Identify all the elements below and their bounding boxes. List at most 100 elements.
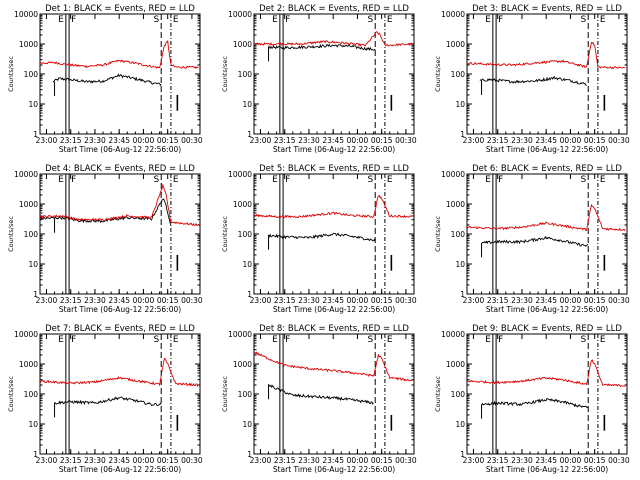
y-tick-label: 100 <box>24 390 39 399</box>
marker-label-e: E <box>485 335 491 345</box>
y-tick-label: 100 <box>451 230 466 239</box>
x-tick-label: 00:00 <box>347 296 369 305</box>
lld-series-line <box>39 357 199 388</box>
y-tick-label: 10 <box>242 260 252 269</box>
marker-label-e: E <box>485 175 491 185</box>
x-tick-label: 23:15 <box>274 456 296 465</box>
x-tick-label: 23:00 <box>36 136 58 145</box>
lld-series-line <box>253 195 413 219</box>
y-tick-label: 10000 <box>441 170 465 179</box>
x-tick-label: 23:30 <box>298 296 320 305</box>
marker-label-e: E <box>58 335 64 345</box>
y-tick-label: 1 <box>33 450 38 459</box>
x-tick-label: 23:45 <box>322 456 344 465</box>
plot-frame <box>466 173 628 295</box>
plot-frame <box>253 333 415 455</box>
y-tick-label: 1000 <box>233 360 252 369</box>
plot-frame <box>39 173 201 295</box>
lld-series-line <box>39 39 199 70</box>
events-series-line <box>481 397 589 409</box>
y-tick-label: 10000 <box>441 330 465 339</box>
x-tick-label: 23:00 <box>36 456 58 465</box>
panel-title: Det 9: BLACK = Events, RED = LLD <box>472 324 622 334</box>
x-axis-label: Start Time (06-Aug-12 22:56:00) <box>273 145 395 154</box>
y-tick-label: 10 <box>28 260 38 269</box>
y-tick-label: 100 <box>451 390 466 399</box>
panel-det-7: Det 7: BLACK = Events, RED = LLD 1 10 100 10… <box>7 324 203 474</box>
y-tick-label: 1000 <box>19 360 38 369</box>
marker-label-s: S <box>367 15 373 25</box>
x-axis-label: Start Time (06-Aug-12 22:56:00) <box>59 465 181 474</box>
marker-label-e: E <box>272 15 278 25</box>
panel-det-1: Det 1: BLACK = Events, RED = LLD 1 10 100 10… <box>7 4 203 154</box>
y-axis-label: Counts/sec <box>7 376 15 412</box>
marker-label-e2: E <box>387 15 393 25</box>
y-tick-label: 100 <box>238 390 253 399</box>
x-tick-label: 00:15 <box>584 136 606 145</box>
x-tick-label: 23:45 <box>322 296 344 305</box>
x-tick-label: 23:45 <box>108 456 130 465</box>
y-tick-label: 1 <box>460 290 465 299</box>
marker-label-s: S <box>367 335 373 345</box>
x-tick-label: 23:30 <box>298 136 320 145</box>
marker-label-f: F <box>285 175 290 185</box>
panel-det-4: Det 4: BLACK = Events, RED = LLD 1 10 100 10… <box>7 164 203 314</box>
panel-title: Det 3: BLACK = Events, RED = LLD <box>472 4 622 14</box>
marker-label-e: E <box>58 175 64 185</box>
marker-label-e2: E <box>173 335 179 345</box>
events-series-line <box>479 75 587 86</box>
events-series-line <box>268 383 374 405</box>
x-tick-label: 00:00 <box>560 136 582 145</box>
panel-det-8: Det 8: BLACK = Events, RED = LLD 1 10 100 10… <box>221 324 417 474</box>
plot-frame <box>39 13 201 135</box>
y-tick-label: 1 <box>460 450 465 459</box>
y-axis-label: Counts/sec <box>434 56 442 92</box>
y-tick-label: 10000 <box>14 10 38 19</box>
x-tick-label: 23:00 <box>463 456 485 465</box>
marker-label-e2: E <box>387 335 393 345</box>
y-tick-label: 1000 <box>446 40 465 49</box>
x-tick-label: 00:15 <box>157 456 179 465</box>
y-axis-label: Counts/sec <box>221 216 229 252</box>
x-tick-label: 23:30 <box>84 456 106 465</box>
x-tick-label: 00:00 <box>133 296 155 305</box>
plot-frame <box>39 333 201 455</box>
events-series-line <box>268 232 376 242</box>
marker-label-e: E <box>485 15 491 25</box>
y-tick-label: 1 <box>247 450 252 459</box>
marker-label-s: S <box>580 15 586 25</box>
x-tick-label: 00:00 <box>560 296 582 305</box>
x-tick-label: 23:30 <box>511 456 533 465</box>
x-tick-label: 23:00 <box>250 456 272 465</box>
marker-label-f: F <box>71 335 76 345</box>
panel-det-6: Det 6: BLACK = Events, RED = LLD 1 10 100 10… <box>434 164 630 314</box>
y-axis-label: Counts/sec <box>221 56 229 92</box>
marker-label-e2: E <box>173 15 179 25</box>
x-tick-label: 23:00 <box>463 296 485 305</box>
y-tick-label: 1000 <box>233 200 252 209</box>
marker-label-s: S <box>153 15 159 25</box>
y-tick-label: 100 <box>451 70 466 79</box>
y-tick-label: 1 <box>247 130 252 139</box>
y-tick-label: 10 <box>455 260 465 269</box>
x-axis-label: Start Time (06-Aug-12 22:56:00) <box>59 305 181 314</box>
x-axis-label: Start Time (06-Aug-12 22:56:00) <box>59 145 181 154</box>
lld-series-line <box>466 41 626 70</box>
y-tick-label: 10000 <box>228 10 252 19</box>
y-tick-label: 1 <box>460 130 465 139</box>
x-tick-label: 00:00 <box>347 456 369 465</box>
y-tick-label: 10000 <box>441 10 465 19</box>
x-tick-label: 00:30 <box>608 456 630 465</box>
y-axis-label: Counts/sec <box>221 376 229 412</box>
y-tick-label: 10000 <box>228 330 252 339</box>
marker-label-e2: E <box>173 175 179 185</box>
x-tick-label: 00:15 <box>371 136 393 145</box>
x-axis-label: Start Time (06-Aug-12 22:56:00) <box>486 465 608 474</box>
x-tick-label: 23:45 <box>322 136 344 145</box>
x-tick-label: 23:15 <box>274 136 296 145</box>
x-tick-label: 23:15 <box>487 136 509 145</box>
x-tick-label: 23:00 <box>250 296 272 305</box>
plot-frame <box>466 13 628 135</box>
y-axis-label: Counts/sec <box>7 216 15 252</box>
marker-label-f: F <box>71 15 76 25</box>
